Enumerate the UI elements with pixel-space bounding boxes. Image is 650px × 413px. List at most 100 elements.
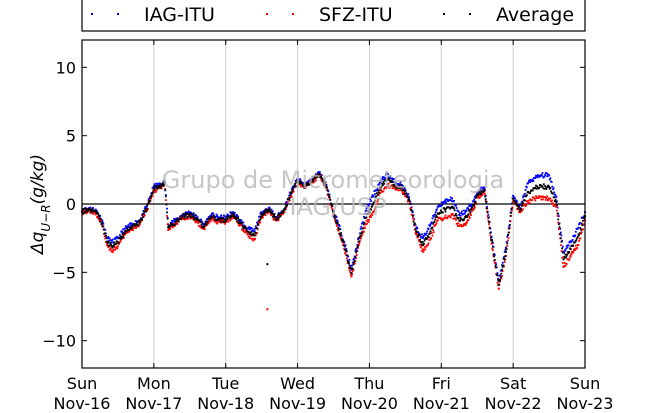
- iag-itu-sample-229: [245, 228, 248, 231]
- iag-itu-sample-265: [271, 210, 274, 213]
- iag-itu-sample-251: [262, 212, 264, 215]
- average-sample-133: [177, 218, 179, 221]
- iag-itu-sample-491: [434, 213, 436, 216]
- average-sample-574: [493, 258, 496, 261]
- sfz-itu-sample-654: [551, 199, 554, 202]
- average-sample-139: [181, 216, 183, 219]
- iag-itu-point-38: [336, 219, 339, 222]
- average-sample-122: [169, 224, 172, 227]
- average-sample-647: [546, 186, 549, 188]
- iag-itu-sample-397: [366, 203, 369, 206]
- data-points: [81, 171, 586, 311]
- iag-itu-sample-517: [453, 199, 455, 202]
- iag-itu-sample-614: [522, 194, 525, 197]
- sfz-itu-sample-161: [197, 222, 200, 225]
- iag-itu-sample-508: [446, 199, 449, 202]
- average-sample-589: [504, 255, 507, 258]
- average-sample-679: [569, 247, 571, 250]
- iag-itu-sample-475: [423, 234, 425, 237]
- sfz-itu-sample-459: [411, 213, 414, 216]
- iag-itu-sample-355: [336, 220, 339, 223]
- average-sample-233: [248, 231, 251, 234]
- sfz-itu-sample-641: [542, 198, 545, 201]
- average-sample-644: [544, 185, 547, 187]
- sfz-itu-sample-125: [171, 225, 174, 228]
- average-sample-213: [234, 215, 237, 218]
- average-sample-238: [252, 232, 255, 235]
- average-sample-5: [85, 207, 87, 210]
- iag-itu-sample-159: [195, 214, 198, 217]
- legend-label-iag-itu: IAG-ITU: [144, 4, 215, 26]
- sfz-itu-sample-460: [411, 216, 414, 219]
- iag-itu-sample-437: [395, 182, 398, 185]
- sfz-itu-sample-364: [342, 243, 345, 246]
- average-point-16: [181, 215, 184, 218]
- sfz-itu-sample-147: [186, 218, 189, 220]
- sfz-itu-sample-523: [457, 225, 459, 227]
- average-sample-269: [274, 216, 277, 219]
- sfz-itu-sample-369: [346, 262, 349, 265]
- average-sample-338: [324, 181, 326, 184]
- sfz-itu-sample-241: [254, 234, 257, 237]
- iag-itu-sample-116: [164, 194, 167, 196]
- average-sample-666: [559, 237, 562, 240]
- iag-itu-sample-103: [155, 182, 158, 185]
- iag-itu-sample-410: [376, 189, 378, 192]
- average-sample-56: [121, 233, 124, 236]
- iag-itu-sample-472: [420, 236, 423, 239]
- average-sample-687: [574, 240, 577, 242]
- average-sample-2: [83, 208, 85, 210]
- average-sample-607: [517, 207, 520, 210]
- iag-itu-sample-252: [262, 210, 265, 212]
- iag-itu-sample-386: [359, 232, 361, 235]
- average-sample-299: [296, 179, 298, 181]
- average-sample-596: [509, 215, 512, 217]
- sfz-itu-sample-68: [130, 229, 132, 232]
- x-tick-label-day-2: Tue: [211, 374, 239, 393]
- iag-itu-sample-649: [547, 174, 550, 177]
- average-sample-535: [466, 216, 468, 218]
- average-sample-564: [486, 211, 489, 214]
- iag-itu-sample-192: [219, 216, 222, 219]
- iag-itu-sample-263: [270, 208, 273, 211]
- sfz-itu-sample-170: [203, 228, 206, 231]
- iag-itu-sample-449: [404, 188, 406, 191]
- iag-itu-sample-212: [233, 211, 236, 214]
- iag-itu-sample-616: [524, 192, 526, 195]
- average-sample-526: [459, 217, 462, 219]
- average-sample-657: [553, 196, 556, 199]
- sfz-itu-sample-400: [368, 216, 371, 218]
- average-sample-379: [353, 259, 356, 262]
- average-sample-669: [561, 251, 564, 254]
- sfz-itu-sample-413: [378, 194, 380, 197]
- sfz-itu-sample-505: [444, 214, 447, 217]
- average-sample-156: [193, 214, 196, 217]
- sfz-itu-sample-15: [92, 212, 95, 215]
- average-sample-381: [355, 251, 357, 254]
- legend-marker-average-0: [443, 13, 445, 15]
- average-sample-90: [146, 204, 149, 207]
- sfz-itu-sample-485: [430, 237, 433, 240]
- average-sample-629: [533, 187, 535, 190]
- sfz-itu-sample-619: [525, 200, 528, 203]
- sfz-itu-sample-661: [556, 215, 559, 217]
- average-sample-129: [173, 223, 176, 226]
- iag-itu-sample-52: [118, 234, 121, 236]
- iag-itu-sample-128: [173, 217, 176, 220]
- iag-itu-sample-359: [339, 228, 342, 231]
- sfz-itu-sample-538: [468, 215, 470, 218]
- sfz-itu-sample-585: [501, 270, 504, 272]
- sfz-itu-sample-22: [97, 216, 100, 219]
- sfz-itu-sample-395: [365, 220, 368, 222]
- iag-itu-sample-93: [148, 197, 151, 200]
- average-sample-295: [293, 184, 296, 187]
- sfz-itu-sample-59: [123, 234, 126, 236]
- iag-itu-sample-588: [503, 250, 506, 253]
- x-tick-label-day-6: Sat: [500, 374, 526, 393]
- sfz-itu-sample-75: [135, 227, 138, 229]
- iag-itu-sample-237: [251, 227, 254, 230]
- sfz-itu-sample-210: [232, 217, 235, 219]
- average-sample-427: [388, 178, 391, 180]
- sfz-itu-sample-426: [387, 182, 390, 185]
- average-sample-388: [360, 232, 363, 235]
